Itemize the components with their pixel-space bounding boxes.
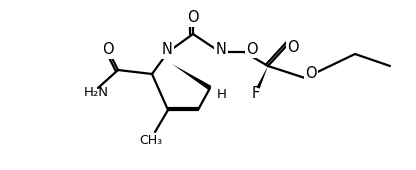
Text: N: N [215, 42, 226, 57]
Polygon shape [172, 64, 211, 90]
Text: O: O [305, 66, 317, 81]
Text: O: O [102, 42, 114, 57]
Text: H₂N: H₂N [84, 86, 109, 98]
Text: O: O [187, 11, 199, 26]
Polygon shape [256, 66, 268, 89]
Text: F: F [252, 87, 260, 101]
Text: H: H [217, 88, 227, 100]
Text: O: O [287, 39, 299, 55]
Text: CH₃: CH₃ [139, 133, 163, 147]
Text: O: O [246, 41, 258, 56]
Text: N: N [161, 42, 173, 57]
